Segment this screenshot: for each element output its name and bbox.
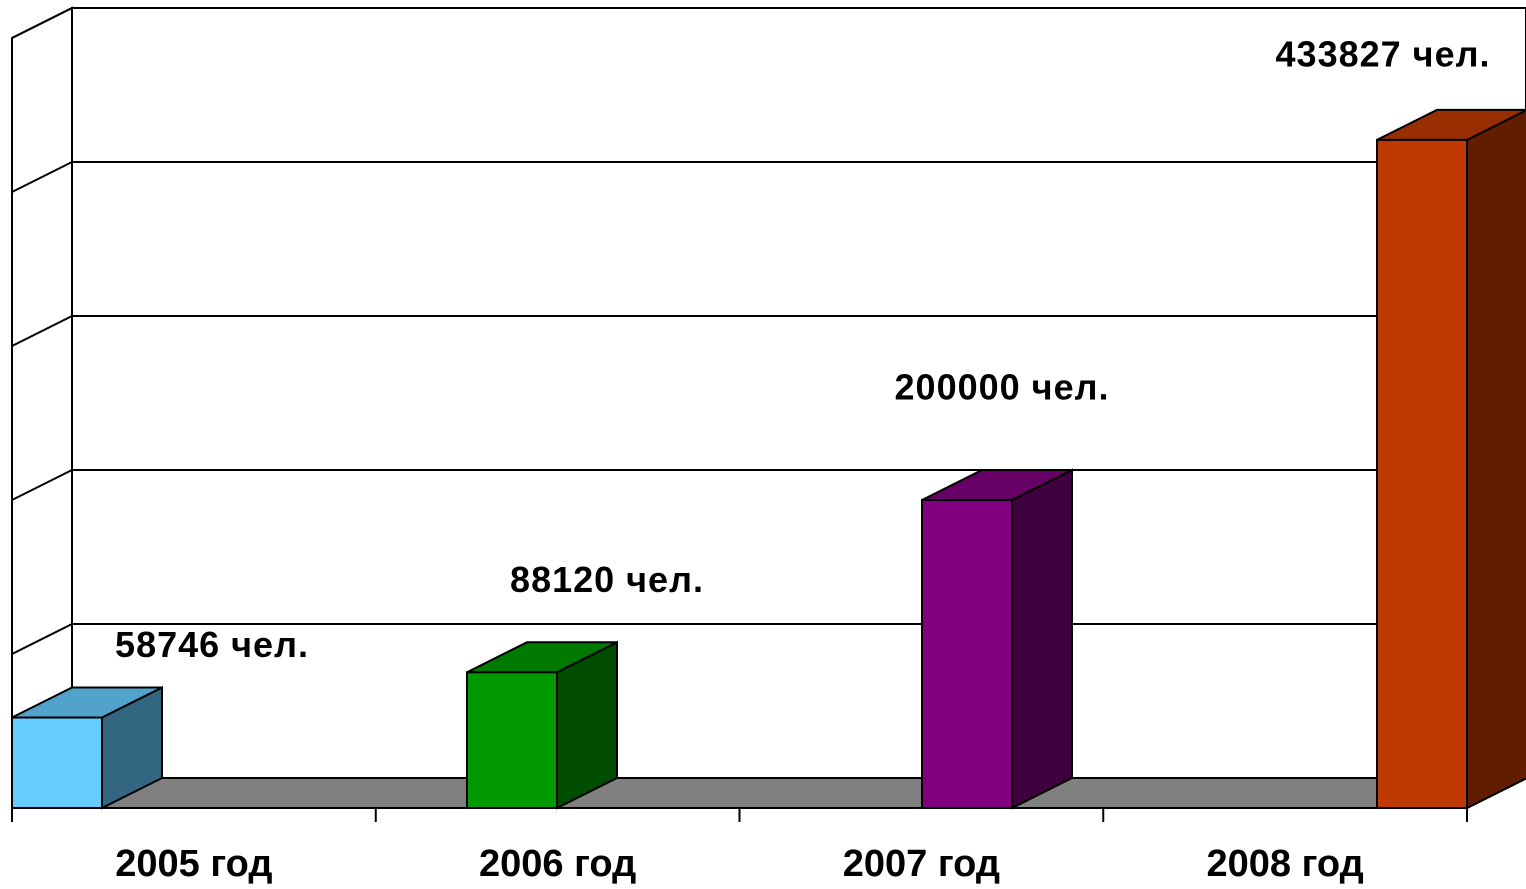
value-label: 88120 чел.	[510, 559, 704, 600]
value-label: 58746 чел.	[115, 624, 309, 665]
x-tick-label: 2007 год	[843, 843, 1000, 885]
bar-side	[1011, 468, 1073, 810]
side-grid-line	[11, 315, 73, 347]
side-wall	[11, 6, 73, 810]
bar-side	[1466, 109, 1526, 810]
side-grid-line	[11, 7, 73, 39]
value-label: 433827 чел.	[1276, 34, 1491, 75]
x-tick-label: 2005 год	[115, 843, 272, 885]
floor	[11, 777, 1526, 809]
bar	[921, 499, 1013, 809]
bar	[11, 716, 103, 810]
bar	[1376, 138, 1468, 809]
value-label: 200000 чел.	[895, 367, 1110, 408]
x-tick-label: 2008 год	[1206, 843, 1363, 885]
bar	[466, 671, 558, 810]
x-tick-label: 2006 год	[479, 843, 636, 885]
side-grid-line	[11, 623, 73, 655]
side-grid-line	[11, 469, 73, 501]
side-grid-line	[11, 161, 73, 193]
